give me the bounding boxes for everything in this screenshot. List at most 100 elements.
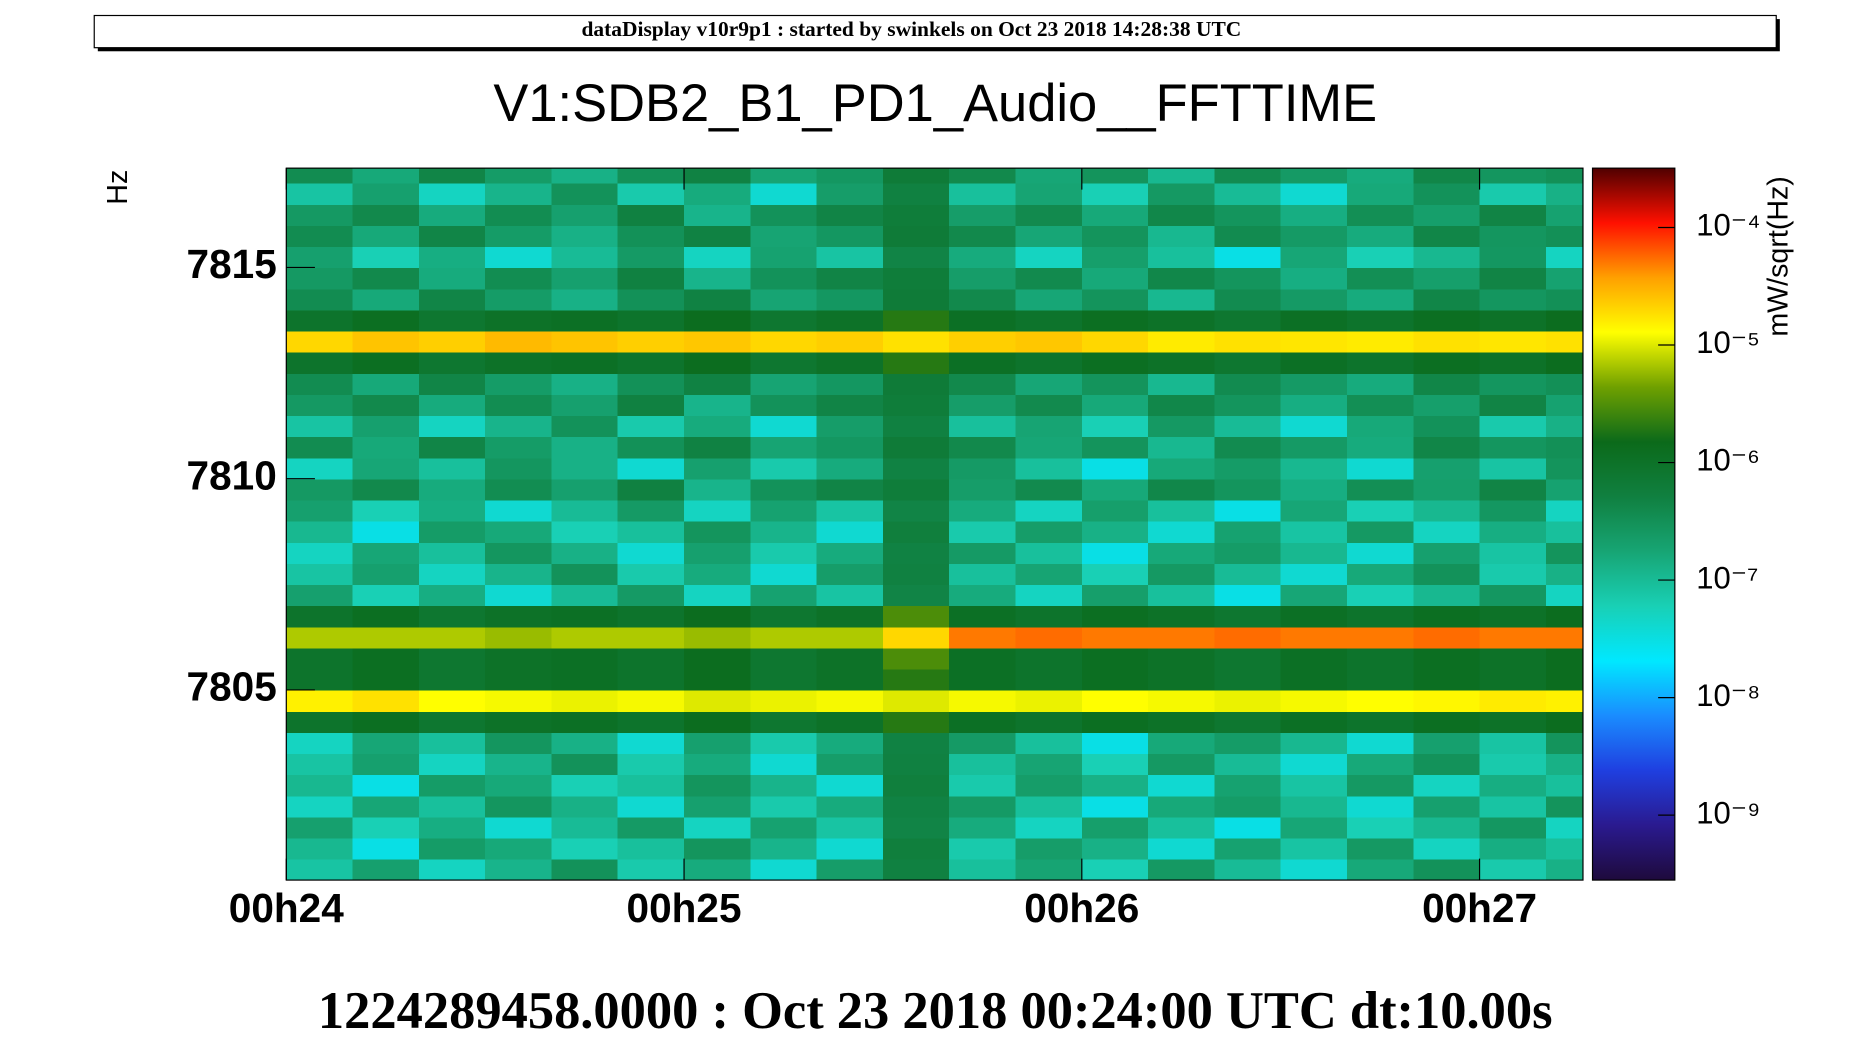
heatmap-cell [1280,795,1348,818]
heatmap-cell [816,168,884,184]
heatmap-cell [750,267,818,290]
heatmap-cell [750,373,818,395]
heatmap-cell [1545,267,1583,290]
heatmap-cell [1479,774,1547,797]
heatmap-cell [1346,415,1414,438]
heatmap-cell [816,647,884,670]
heatmap-cell [286,520,354,543]
heatmap-cell [1545,563,1583,586]
heatmap-cell [551,351,619,374]
heatmap-cell [949,373,1017,395]
heatmap-cell [418,288,486,311]
heatmap-cell [551,626,619,649]
heatmap-cell [1081,732,1149,755]
heatmap-cell [1346,563,1414,586]
heatmap-cell [949,288,1017,311]
heatmap-cell [882,795,950,818]
heatmap-cell [617,520,685,543]
heatmap-cell [816,584,884,607]
heatmap-cell [1545,837,1583,860]
heatmap-cell [485,795,553,818]
heatmap-cell [485,858,553,881]
heatmap-cell [949,457,1017,480]
heatmap-cell [882,309,950,332]
heatmap-cell [1545,584,1583,607]
heatmap-cell [882,499,950,522]
heatmap-cell [1148,520,1216,543]
heatmap-cell [418,542,486,564]
heatmap-cell [882,267,950,290]
heatmap-cell [1148,711,1216,733]
heatmap-cell [1148,415,1216,438]
heatmap-cell [1148,288,1216,311]
heatmap-cell [1479,689,1547,712]
heatmap-cell [1413,626,1481,649]
heatmap-cell [882,351,950,374]
heatmap-cell [1148,457,1216,480]
heatmap-cell [1479,795,1547,818]
heatmap-cell [352,415,420,438]
heatmap-cell [1148,647,1216,670]
heatmap-cell [882,288,950,311]
heatmap-cell [286,563,354,586]
heatmap-cell [617,436,685,459]
heatmap-cell [617,168,685,184]
heatmap-cell [1148,204,1216,226]
heatmap-cell [1015,478,1083,501]
heatmap-cell [1479,309,1547,332]
heatmap-cell [352,204,420,226]
colorbar-tick-label: 10⁻⁸ [1696,678,1760,713]
heatmap-cell [485,816,553,839]
heatmap-cell [352,837,420,860]
heatmap-cell [617,605,685,628]
heatmap-cell [882,415,950,438]
heatmap-cell [551,668,619,691]
heatmap-cell [1479,351,1547,374]
heatmap-cell [816,563,884,586]
heatmap-cell [1346,816,1414,839]
heatmap-cell [1148,563,1216,586]
heatmap-cell [352,330,420,353]
heatmap-cell [1346,795,1414,818]
heatmap-cell [485,394,553,417]
heatmap-cell [485,605,553,628]
heatmap-cell [1280,478,1348,501]
heatmap-cell [1479,394,1547,417]
heatmap-cell [1148,168,1216,184]
heatmap-cell [684,246,752,269]
heatmap-cell [286,182,354,205]
heatmap-cell [617,816,685,839]
heatmap-cell [551,436,619,459]
heatmap-cell [1081,858,1149,881]
heatmap-cell [1545,816,1583,839]
heatmap-cell [418,732,486,755]
heatmap-cell [816,668,884,691]
heatmap-cell [617,858,685,881]
heatmap-cell [1479,858,1547,881]
heatmap-cell [1479,563,1547,586]
heatmap-cell [1545,774,1583,797]
heatmap-cell [882,605,950,628]
heatmap-cell [1214,753,1282,776]
heatmap-cell [1545,246,1583,269]
heatmap-cell [1479,753,1547,776]
heatmap-cell [1346,520,1414,543]
heatmap-cell [617,668,685,691]
heatmap-cell [1214,605,1282,628]
heatmap-cell [1346,732,1414,755]
heatmap-cell [1413,563,1481,586]
heatmap-cell [1015,168,1083,184]
heatmap-cell [1280,309,1348,332]
heatmap-cell [816,478,884,501]
heatmap-cell [1148,309,1216,332]
heatmap-cell [816,605,884,628]
heatmap-cell [286,330,354,353]
heatmap-cell [352,542,420,564]
heatmap-cell [1413,689,1481,712]
heatmap-cell [617,542,685,564]
heatmap-cell [551,394,619,417]
heatmap-cell [1280,816,1348,839]
heatmap-cell [286,689,354,712]
heatmap-cell [617,499,685,522]
heatmap-cell [418,584,486,607]
